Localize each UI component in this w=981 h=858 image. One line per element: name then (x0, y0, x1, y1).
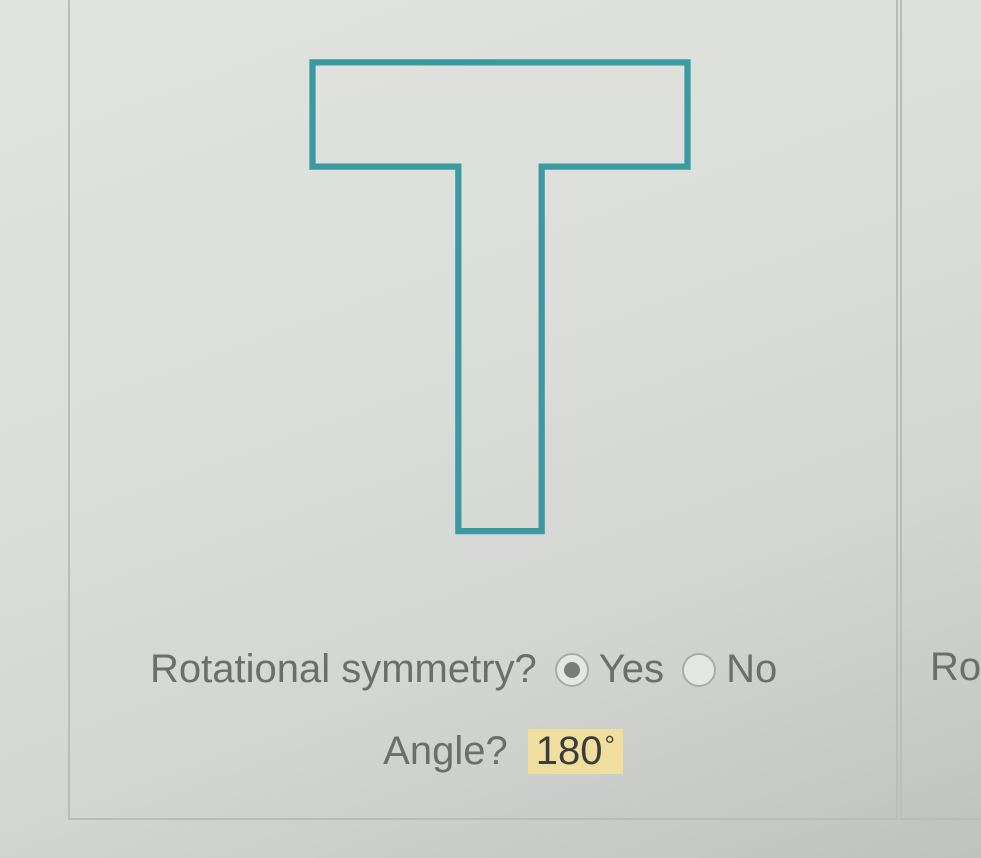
rotational-symmetry-row: Rotational symmetry? Yes No (150, 647, 856, 692)
angle-label: Angle? (383, 729, 508, 774)
rotational-symmetry-label: Rotational symmetry? (150, 647, 537, 692)
option-yes-label: Yes (599, 647, 664, 692)
radio-yes-inner (564, 662, 580, 678)
degree-symbol: ° (604, 730, 614, 761)
option-no-label: No (726, 647, 777, 692)
radio-no-outer[interactable] (682, 653, 716, 687)
t-shape-polygon (313, 62, 688, 531)
angle-row: Angle? 180° (150, 729, 856, 774)
adjacent-cell (900, 0, 981, 820)
option-no[interactable]: No (682, 647, 777, 692)
shape-figure (250, 52, 750, 552)
adjacent-label-fragment: Ro (930, 645, 981, 690)
angle-value-text: 180 (536, 729, 603, 774)
option-yes[interactable]: Yes (555, 647, 664, 692)
angle-input[interactable]: 180° (528, 729, 623, 774)
radio-yes-outer[interactable] (555, 653, 589, 687)
question-cell: Rotational symmetry? Yes No Angle? 180° (68, 0, 898, 820)
